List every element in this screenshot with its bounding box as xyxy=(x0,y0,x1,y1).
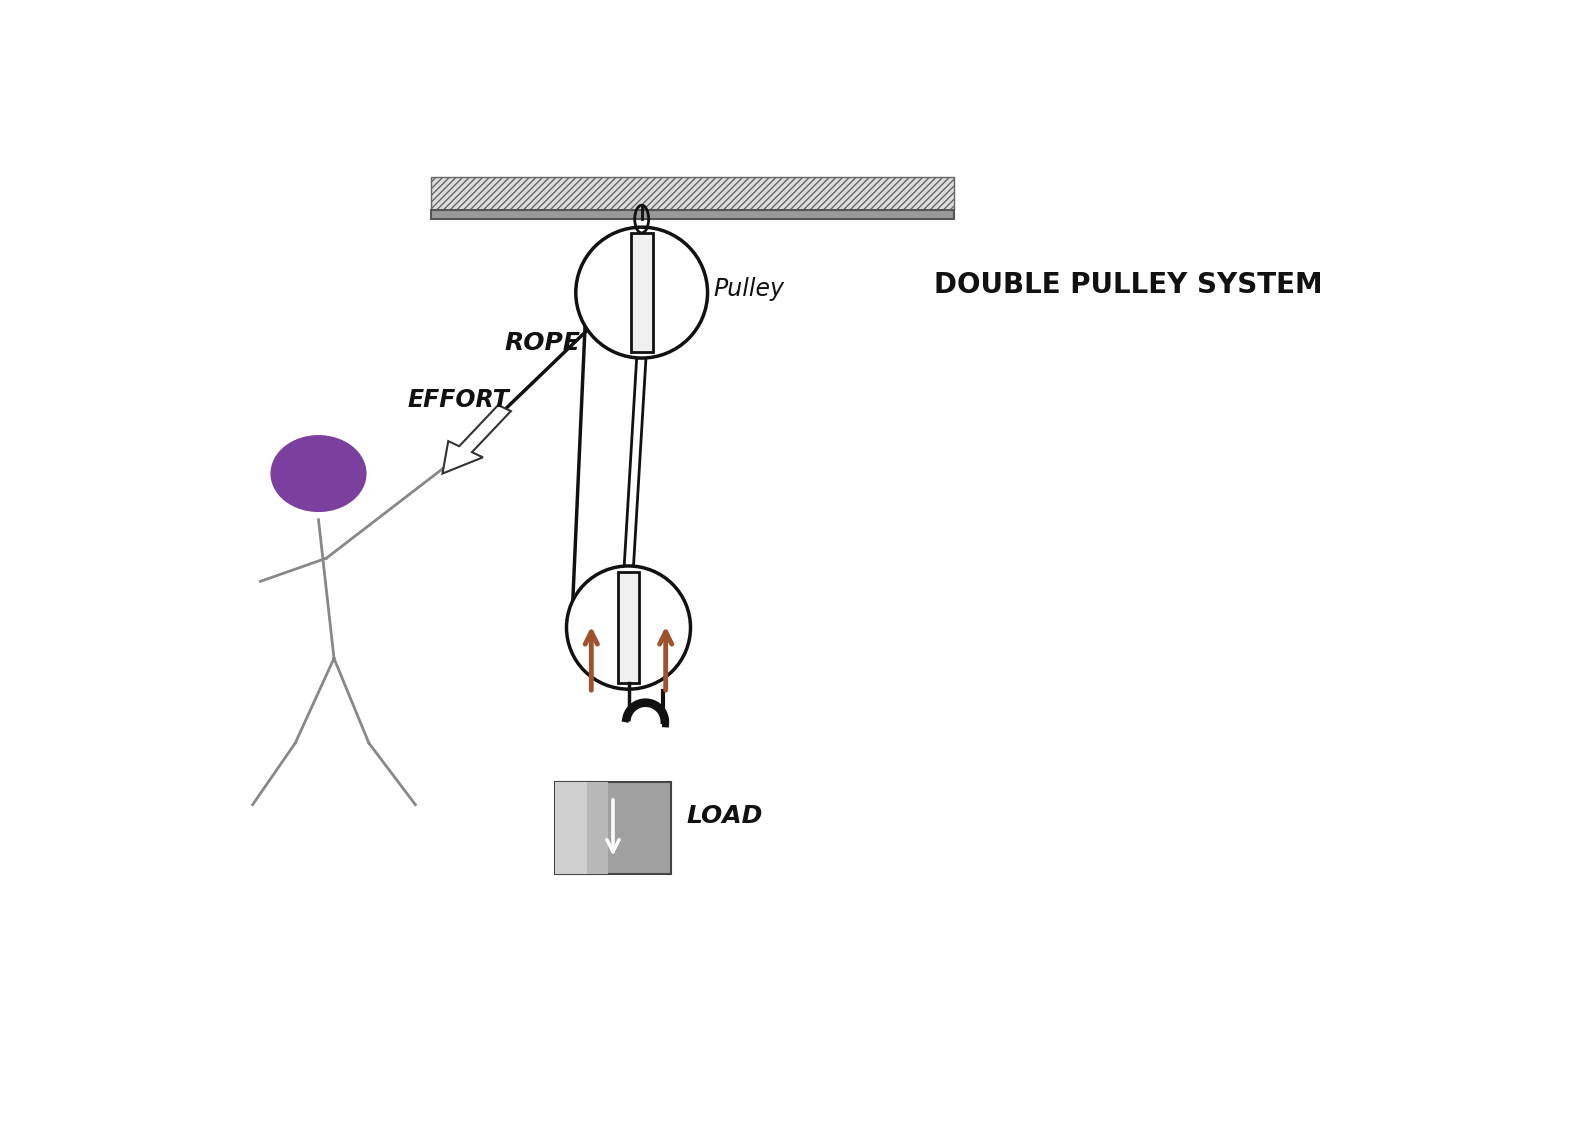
Bar xyxy=(555,782,671,874)
Bar xyxy=(587,782,608,874)
Text: ROPE: ROPE xyxy=(505,330,581,355)
Text: EFFORT: EFFORT xyxy=(408,389,509,412)
Bar xyxy=(432,210,954,219)
Bar xyxy=(432,177,954,210)
Bar xyxy=(555,782,587,874)
Ellipse shape xyxy=(567,566,690,690)
Bar xyxy=(617,572,640,684)
Text: DOUBLE PULLEY SYSTEM: DOUBLE PULLEY SYSTEM xyxy=(935,271,1322,299)
Text: Pulley: Pulley xyxy=(714,276,784,301)
Ellipse shape xyxy=(638,289,646,296)
FancyArrow shape xyxy=(443,405,511,474)
Ellipse shape xyxy=(576,227,708,358)
Ellipse shape xyxy=(625,623,632,631)
Bar xyxy=(630,232,652,353)
Text: LOAD: LOAD xyxy=(687,804,763,828)
Ellipse shape xyxy=(270,435,367,512)
